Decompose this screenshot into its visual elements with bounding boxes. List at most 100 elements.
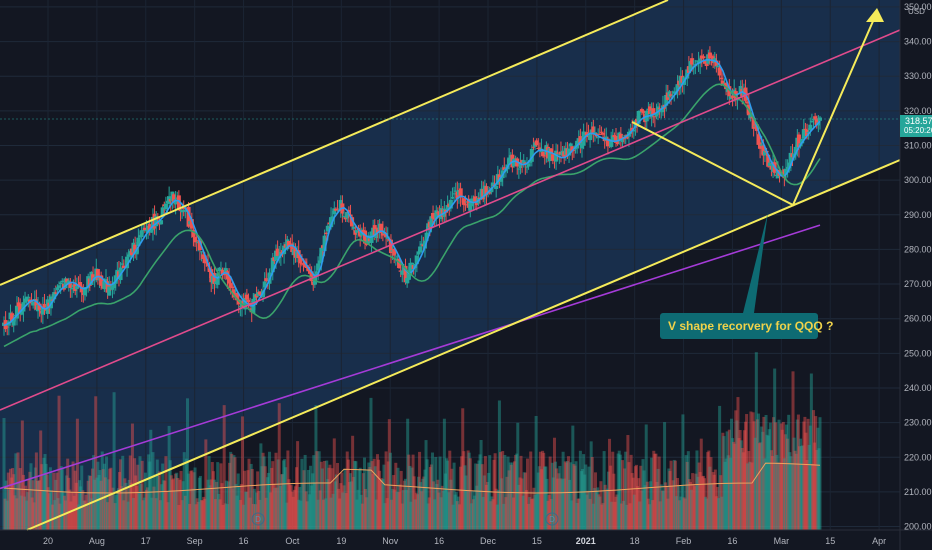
volume-bar xyxy=(452,462,456,530)
candle-body xyxy=(570,146,575,152)
candle-body xyxy=(120,263,125,265)
candle-body xyxy=(416,251,421,255)
volume-bar xyxy=(680,485,684,530)
volume-bar xyxy=(126,501,130,530)
volume-bar xyxy=(169,475,173,530)
volume-bar xyxy=(477,460,481,530)
volume-bar xyxy=(360,503,364,530)
volume-bar xyxy=(500,478,504,530)
x-tick-label: 15 xyxy=(532,536,542,546)
candle-body xyxy=(163,203,168,210)
candle-body xyxy=(354,230,359,233)
volume-bar xyxy=(341,492,345,530)
volume-bar xyxy=(65,475,69,530)
volume-bar xyxy=(609,465,613,530)
volume-bar xyxy=(475,485,479,530)
volume-bar xyxy=(106,502,110,530)
candle-body xyxy=(204,261,209,264)
volume-bar xyxy=(542,452,546,530)
candle-body xyxy=(597,133,602,135)
volume-bar xyxy=(658,501,662,530)
volume-bar xyxy=(666,498,670,530)
volume-bar xyxy=(93,479,97,530)
volume-bar xyxy=(596,487,600,530)
volume-bar xyxy=(53,500,57,530)
volume-bar xyxy=(393,489,397,530)
volume-bar xyxy=(371,473,375,530)
volume-bar xyxy=(641,459,645,530)
volume-bar xyxy=(242,504,246,530)
volume-bar xyxy=(395,491,399,530)
volume-bar xyxy=(667,468,671,530)
volume-bar xyxy=(16,452,20,530)
volume-bar xyxy=(107,479,111,530)
volume-bar xyxy=(179,470,183,530)
candle-body xyxy=(332,208,337,215)
volume-bar xyxy=(554,461,558,530)
volume-bar xyxy=(676,478,680,530)
volume-bar xyxy=(100,451,104,530)
callout-box[interactable]: V shape recorvery for QQQ ? xyxy=(660,313,833,339)
volume-bar xyxy=(684,455,688,530)
volume-bar xyxy=(670,485,674,530)
volume-bar xyxy=(551,477,555,530)
volume-bar xyxy=(227,481,231,530)
volume-bar xyxy=(188,503,192,530)
volume-bar xyxy=(527,503,531,530)
volume-bar xyxy=(546,500,550,530)
volume-bar xyxy=(638,501,642,530)
volume-bar xyxy=(64,500,68,530)
volume-bar xyxy=(359,494,363,530)
volume-bar xyxy=(238,499,242,530)
volume-bar xyxy=(303,454,307,530)
candle-body xyxy=(78,282,83,287)
candle-body xyxy=(275,248,280,256)
volume-bar xyxy=(777,419,781,530)
volume-bar xyxy=(791,371,795,530)
candle-body xyxy=(31,301,36,306)
volume-bar xyxy=(530,499,534,530)
volume-bar xyxy=(735,420,739,530)
volume-bar xyxy=(450,468,454,530)
volume-bar xyxy=(15,498,19,530)
volume-bar xyxy=(339,483,343,530)
volume-bar xyxy=(780,429,784,530)
volume-bar xyxy=(727,429,731,530)
volume-bar xyxy=(487,472,491,530)
volume-bar xyxy=(234,483,238,530)
volume-bar xyxy=(624,451,628,530)
volume-bar xyxy=(297,499,301,530)
volume-bar xyxy=(646,498,650,530)
volume-bar xyxy=(39,430,43,530)
volume-bar xyxy=(191,488,195,530)
currency-label: USD xyxy=(908,7,925,16)
volume-bar xyxy=(718,405,722,530)
dividend-marker-label: D xyxy=(549,515,555,524)
volume-bar xyxy=(219,463,223,530)
volume-bar xyxy=(205,487,209,530)
volume-bar xyxy=(327,467,331,530)
candle-body xyxy=(578,136,583,146)
volume-bar xyxy=(138,456,142,530)
volume-bar xyxy=(207,456,211,530)
volume-bar xyxy=(230,453,234,530)
candle-body xyxy=(766,154,771,167)
volume-bar xyxy=(627,462,631,530)
volume-bar xyxy=(610,501,614,530)
volume-bar xyxy=(424,440,428,530)
y-tick-label: 350.00 xyxy=(904,2,932,12)
candle-body xyxy=(636,110,641,124)
volume-bar xyxy=(783,434,787,530)
candle-body xyxy=(588,132,593,141)
volume-bar xyxy=(421,478,425,530)
volume-bar xyxy=(78,480,82,530)
volume-bar xyxy=(729,418,733,530)
y-tick-label: 320.00 xyxy=(904,106,932,116)
y-tick-label: 300.00 xyxy=(904,175,932,185)
candle-body xyxy=(183,209,188,212)
volume-bar xyxy=(529,451,533,530)
volume-bar xyxy=(255,492,259,530)
candle-body xyxy=(618,133,623,140)
volume-bar xyxy=(313,483,317,530)
